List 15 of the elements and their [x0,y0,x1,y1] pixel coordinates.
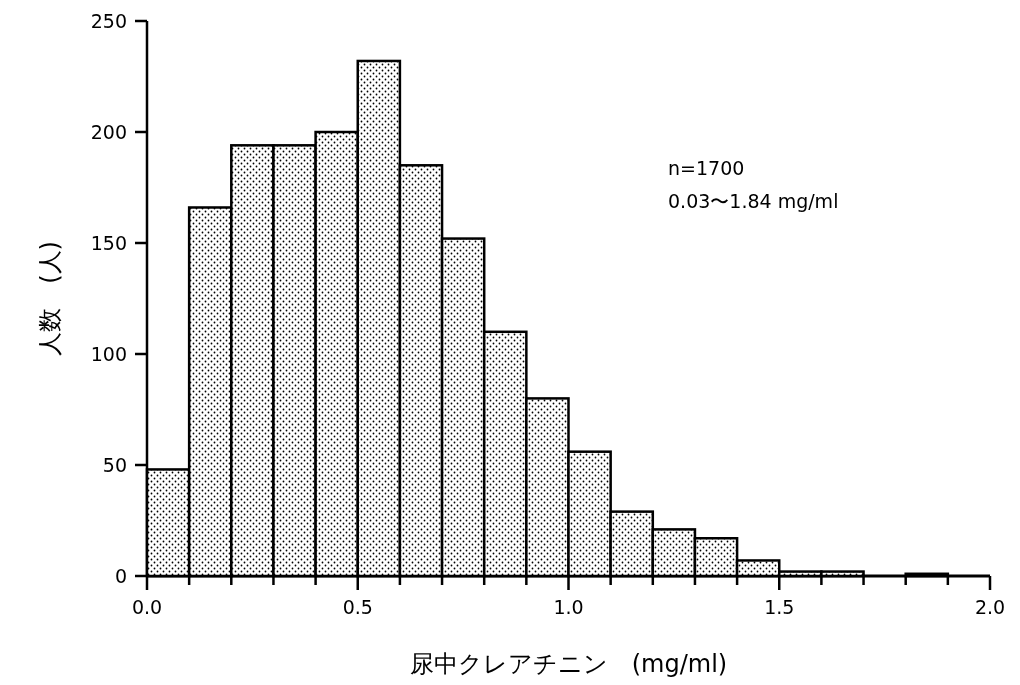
y-axis-title: 人数 (人) [36,241,64,356]
x-tick-label: 0.0 [131,596,163,618]
y-tick-label: 250 [90,10,127,32]
x-tick-label: 2.0 [974,596,1006,618]
x-tick-label: 1.5 [764,596,795,618]
annotation: n=1700 [668,157,745,179]
x-axis-title: 尿中クレアチニン (mg/ml) [409,650,728,678]
y-tick-label: 50 [102,454,127,476]
y-tick-label: 0 [114,565,127,587]
annotation: 0.03〜1.84 mg/ml [668,190,839,212]
x-tick-label: 0.5 [342,596,373,618]
y-tick-label: 150 [90,232,127,254]
x-tick-label: 1.0 [553,596,584,618]
y-tick-label: 200 [90,121,127,143]
y-tick-label: 100 [90,343,127,365]
